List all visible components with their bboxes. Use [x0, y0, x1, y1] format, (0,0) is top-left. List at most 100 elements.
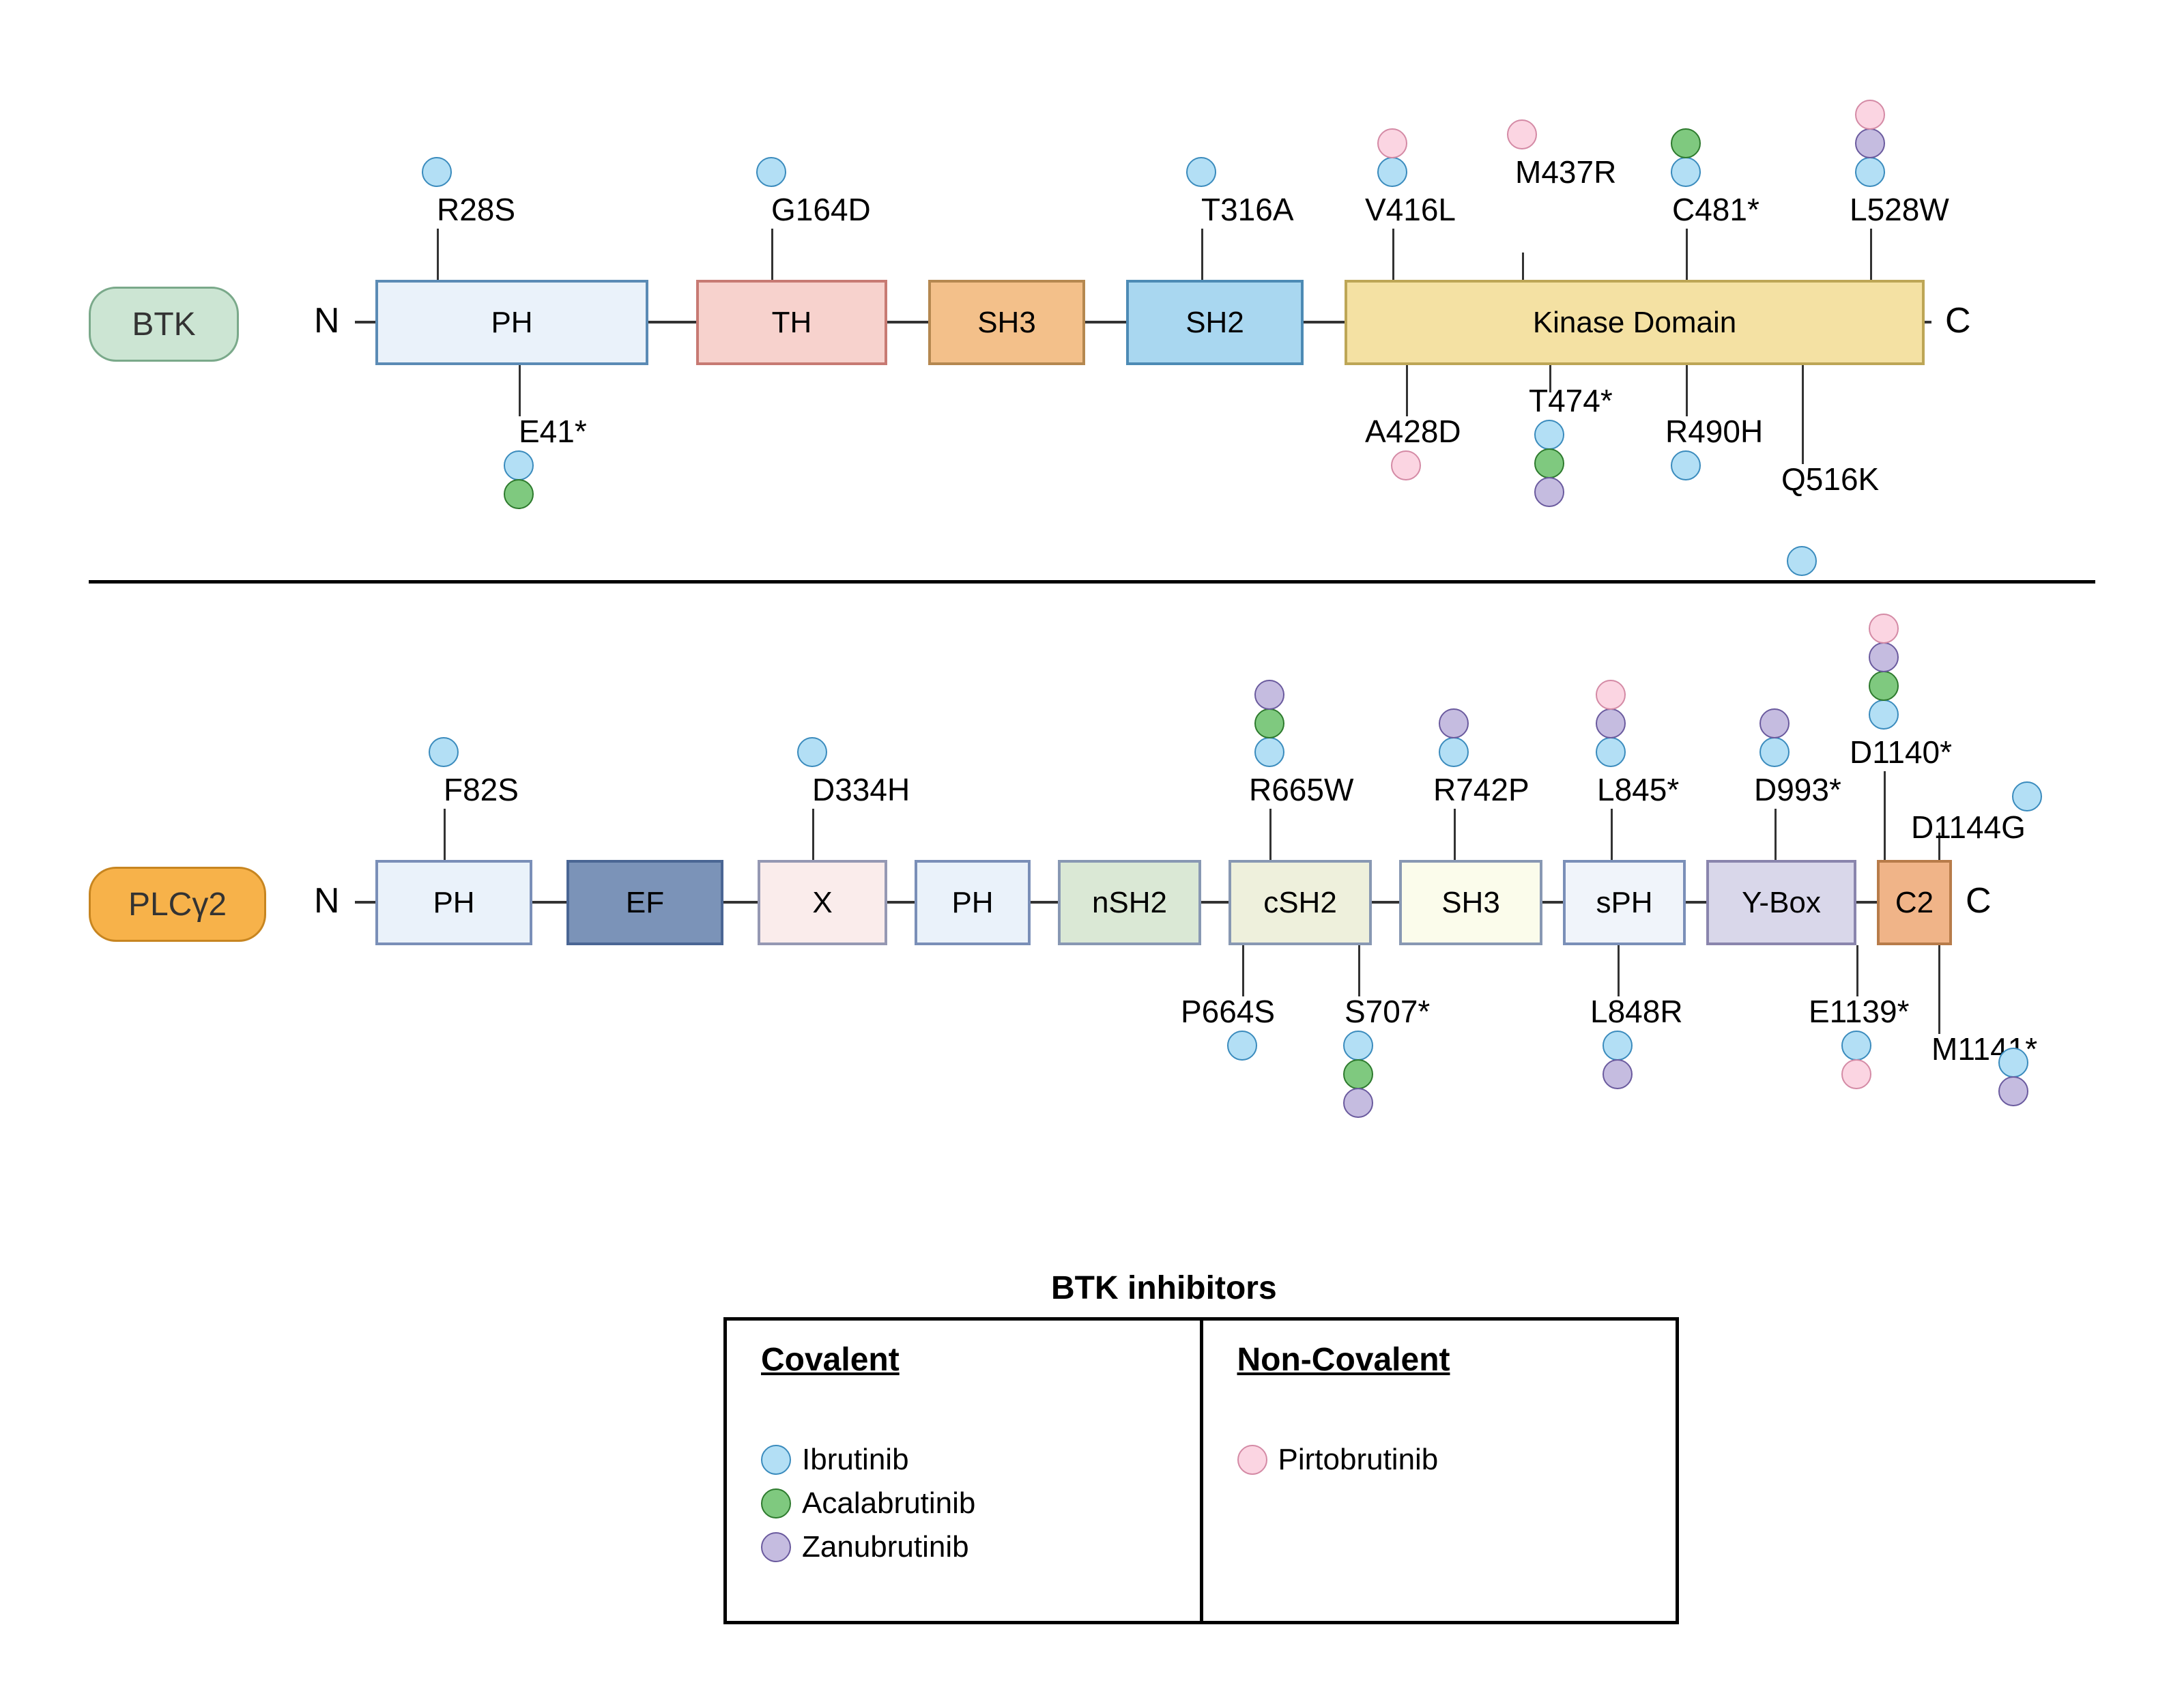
- drug-dot-acalabrutinib: [1671, 128, 1701, 158]
- protein-label-btk: BTK: [89, 287, 239, 362]
- drug-dot-ibrutinib: [1377, 157, 1407, 187]
- mutation-g164d: G164D: [771, 191, 871, 228]
- mutation-stem: [1884, 771, 1886, 860]
- drug-dot-ibrutinib: [1603, 1031, 1633, 1061]
- c-terminus: C: [1966, 880, 1992, 921]
- drug-dot-ibrutinib: [1998, 1048, 2028, 1078]
- domain-x: X: [758, 860, 887, 945]
- mutation-stem: [437, 229, 439, 280]
- mutation-l848r: L848R: [1590, 993, 1683, 1030]
- drug-dot-zanubrutinib: [1759, 708, 1790, 738]
- mutation-s707star: S707*: [1345, 993, 1430, 1030]
- drug-dot-ibrutinib: [756, 157, 786, 187]
- section-divider: [89, 580, 2095, 584]
- drug-dot-ibrutinib: [429, 737, 459, 767]
- mutation-q516k: Q516K: [1781, 461, 1879, 498]
- drug-dot-ibrutinib: [1841, 1031, 1871, 1061]
- mutation-stem: [1802, 365, 1804, 464]
- domain-ef: EF: [566, 860, 723, 945]
- protein-label-plc2: PLCγ2: [89, 867, 266, 942]
- drug-dot-zanubrutinib: [1998, 1076, 2028, 1106]
- legend-box: Covalent Ibrutinib Acalabrutinib Zanubrutin…: [723, 1317, 1679, 1624]
- mutation-c481star: C481*: [1672, 191, 1759, 228]
- drug-dot-acalabrutinib: [1343, 1059, 1373, 1089]
- drug-dot-zanubrutinib: [1596, 708, 1626, 738]
- legend-dot-acalabrutinib: [761, 1488, 791, 1519]
- mutation-stem: [1686, 365, 1688, 416]
- domain-sph: sPH: [1563, 860, 1686, 945]
- mutation-l528w: L528W: [1850, 191, 1949, 228]
- drug-dot-ibrutinib: [1671, 450, 1701, 480]
- mutation-d1144g: D1144G: [1911, 809, 2026, 846]
- drug-dot-ibrutinib: [1534, 420, 1564, 450]
- mutation-t474star: T474*: [1529, 382, 1613, 419]
- drug-dot-ibrutinib: [422, 157, 452, 187]
- mutation-stem: [1406, 365, 1408, 416]
- mutation-stem: [1358, 945, 1360, 996]
- legend-label: Ibrutinib: [802, 1443, 909, 1477]
- drug-dot-ibrutinib: [504, 450, 534, 480]
- mutation-stem: [771, 229, 773, 280]
- drug-dot-acalabrutinib: [504, 479, 534, 509]
- mutation-e1139star: E1139*: [1809, 993, 1910, 1030]
- drug-dot-ibrutinib: [2012, 781, 2042, 811]
- drug-dot-ibrutinib: [797, 737, 827, 767]
- drug-dot-zanubrutinib: [1869, 642, 1899, 672]
- mutation-stem: [812, 809, 814, 860]
- legend-label: Acalabrutinib: [802, 1486, 975, 1521]
- legend-dot-pirtobrutinib: [1237, 1445, 1267, 1475]
- domain-sh2: SH2: [1126, 280, 1304, 365]
- legend-label: Zanubrutinib: [802, 1530, 969, 1564]
- drug-dot-ibrutinib: [1227, 1031, 1257, 1061]
- domain-sh3: SH3: [928, 280, 1085, 365]
- n-terminus: N: [314, 880, 340, 921]
- domain-c2: C2: [1877, 860, 1952, 945]
- domain-kinase-domain: Kinase Domain: [1345, 280, 1925, 365]
- domain-csh2: cSH2: [1228, 860, 1372, 945]
- legend-dot-ibrutinib: [761, 1445, 791, 1475]
- c-terminus: C: [1945, 300, 1971, 341]
- mutation-stem: [1870, 229, 1872, 280]
- mutation-e41star: E41*: [519, 413, 587, 450]
- mutation-r665w: R665W: [1249, 771, 1353, 808]
- drug-dot-ibrutinib: [1759, 737, 1790, 767]
- legend-column: Non-Covalent Pirtobrutinib: [1203, 1321, 1676, 1621]
- mutation-d993star: D993*: [1754, 771, 1841, 808]
- mutation-m437r: M437R: [1515, 154, 1616, 190]
- drug-dot-ibrutinib: [1439, 737, 1469, 767]
- legend-row-acalabrutinib: Acalabrutinib: [761, 1486, 1166, 1521]
- drug-dot-pirtobrutinib: [1596, 680, 1626, 710]
- drug-dot-acalabrutinib: [1254, 708, 1284, 738]
- domain-nsh2: nSH2: [1058, 860, 1201, 945]
- drug-dot-ibrutinib: [1855, 157, 1885, 187]
- domain-sh3: SH3: [1399, 860, 1542, 945]
- legend-header: Non-Covalent: [1237, 1341, 1642, 1379]
- mutation-a428d: A428D: [1365, 413, 1461, 450]
- legend-row-pirtobrutinib: Pirtobrutinib: [1237, 1443, 1642, 1477]
- mutation-stem: [1392, 229, 1394, 280]
- mutation-v416l: V416L: [1365, 191, 1456, 228]
- drug-dot-acalabrutinib: [1869, 671, 1899, 701]
- legend-dot-zanubrutinib: [761, 1532, 791, 1562]
- domain-ph: PH: [915, 860, 1031, 945]
- domain-th: TH: [696, 280, 887, 365]
- mutation-stem: [1774, 809, 1777, 860]
- mutation-stem: [1938, 945, 1940, 1034]
- domain-y-box: Y-Box: [1706, 860, 1856, 945]
- mutation-t316a: T316A: [1201, 191, 1294, 228]
- mutation-stem: [519, 365, 521, 416]
- mutation-stem: [1269, 809, 1271, 860]
- mutation-l845star: L845*: [1597, 771, 1679, 808]
- legend-header: Covalent: [761, 1341, 1166, 1379]
- mutation-stem: [1618, 945, 1620, 996]
- drug-dot-pirtobrutinib: [1391, 450, 1421, 480]
- mutation-stem: [1242, 945, 1244, 996]
- drug-dot-ibrutinib: [1869, 700, 1899, 730]
- drug-dot-pirtobrutinib: [1377, 128, 1407, 158]
- legend-column: Covalent Ibrutinib Acalabrutinib Zanubrutin…: [727, 1321, 1200, 1621]
- mutation-stem: [1522, 253, 1524, 280]
- drug-dot-ibrutinib: [1186, 157, 1216, 187]
- mutation-stem: [444, 809, 446, 860]
- mutation-p664s: P664S: [1181, 993, 1275, 1030]
- legend-row-zanubrutinib: Zanubrutinib: [761, 1530, 1166, 1564]
